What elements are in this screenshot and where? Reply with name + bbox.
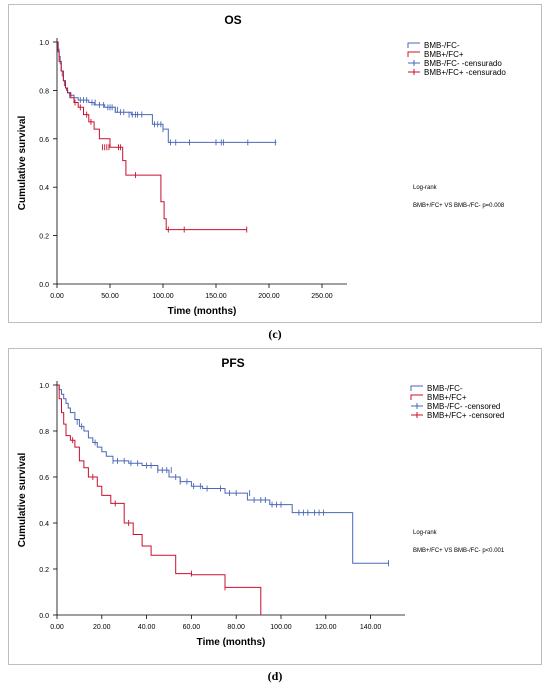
x-tick-label: 100.00	[270, 624, 292, 631]
logrank-result: BMB+/FC+ VS BMB-/FC- p<0.001	[413, 548, 505, 554]
y-tick-label: 0.6	[39, 475, 49, 482]
y-tick-label: 0.2	[39, 567, 49, 574]
legend-label: BMB+/FC+	[427, 393, 467, 402]
legend-label: BMB-/FC- -censurado	[424, 59, 502, 68]
y-tick-label: 0.4	[39, 185, 49, 192]
caption-d: (d)	[267, 669, 283, 683]
x-tick-label: 250.00	[311, 293, 333, 300]
legend-label: BMB-/FC-	[424, 41, 460, 50]
y-tick-label: 0.8	[39, 88, 49, 95]
km-step-line-pos	[57, 384, 262, 615]
legend-label: BMB+/FC+ -censored	[427, 411, 504, 420]
logrank-result: BMB+/FC+ VS BMB-/FC- p=0.008	[413, 203, 505, 209]
chart-title: PFS	[221, 356, 244, 370]
legend-line-swatch	[407, 51, 420, 57]
y-tick-label: 0.0	[39, 613, 49, 620]
x-tick-label: 80.00	[227, 624, 245, 631]
y-tick-label: 1.0	[39, 40, 49, 47]
chart-title: OS	[224, 13, 241, 27]
y-tick-label: 0.0	[39, 282, 49, 289]
x-tick-label: 150.00	[205, 293, 227, 300]
logrank-title: Log-rank	[413, 530, 438, 536]
x-tick-label: 100.00	[152, 293, 174, 300]
legend-label: BMB+/FC+ -censurado	[424, 68, 506, 77]
legend-line-swatch	[407, 42, 420, 48]
x-tick-label: 50.00	[101, 293, 119, 300]
y-axis-label: Cumulative survival	[17, 453, 28, 548]
y-tick-label: 0.4	[39, 521, 49, 528]
pfs-chart-panel: PFS 0.0 0.2 0.4 0.6 0.8 1.0 0.00 20.00 40.00 60.00…	[8, 348, 542, 665]
km-step-line-neg	[57, 41, 277, 143]
y-tick-label: 1.0	[39, 383, 49, 390]
x-tick-label: 0.00	[50, 624, 64, 631]
legend-label: BMB+/FC+	[424, 50, 464, 59]
pfs-chart: PFS 0.0 0.2 0.4 0.6 0.8 1.0 0.00 20.00 40.00 60.00…	[17, 356, 505, 648]
km-step-line-neg	[57, 384, 389, 564]
os-chart: OS 0.0 0.2 0.4 0.6 0.8 1.0 0.00 50.00 100.00 150.0…	[17, 13, 506, 317]
x-tick-label: 140.00	[360, 624, 382, 631]
legend-label: BMB-/FC- -censored	[427, 402, 500, 411]
logrank-title: Log-rank	[413, 185, 438, 191]
x-tick-label: 40.00	[138, 624, 156, 631]
x-axis-label: Time (months)	[168, 306, 237, 317]
os-chart-panel: OS 0.0 0.2 0.4 0.6 0.8 1.0 0.00 50.00 100.00 150.0…	[8, 4, 542, 323]
x-tick-label: 200.00	[258, 293, 280, 300]
legend-line-swatch	[410, 385, 423, 391]
x-tick-label: 120.00	[315, 624, 337, 631]
x-tick-label: 60.00	[183, 624, 201, 631]
y-tick-label: 0.8	[39, 429, 49, 436]
legend-line-swatch	[410, 394, 423, 400]
km-step-line-pos	[57, 41, 247, 231]
legend-label: BMB-/FC-	[427, 384, 463, 393]
x-tick-label: 20.00	[93, 624, 111, 631]
y-tick-label: 0.6	[39, 137, 49, 144]
y-axis-label: Cumulative survival	[17, 116, 28, 211]
x-tick-label: 0.00	[50, 293, 64, 300]
x-axis-label: Time (months)	[197, 637, 266, 648]
caption-c: (c)	[268, 327, 282, 341]
y-tick-label: 0.2	[39, 234, 49, 241]
